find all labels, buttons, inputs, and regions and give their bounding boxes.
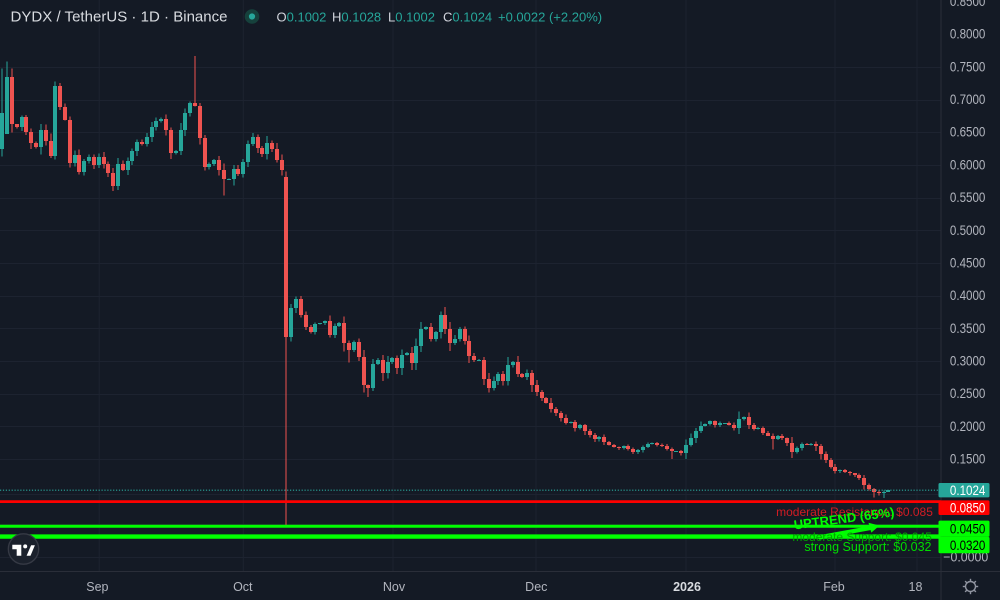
svg-text:0.6500: 0.6500 bbox=[950, 125, 986, 140]
svg-text:18: 18 bbox=[909, 580, 923, 594]
svg-text:0.4500: 0.4500 bbox=[950, 255, 986, 270]
svg-text:H0.1028: H0.1028 bbox=[332, 10, 381, 25]
svg-text:0.8500: 0.8500 bbox=[950, 0, 986, 9]
svg-text:0.1024: 0.1024 bbox=[950, 483, 986, 498]
svg-text:O0.1002: O0.1002 bbox=[277, 10, 327, 25]
svg-text:0.3000: 0.3000 bbox=[950, 354, 986, 369]
svg-text:Dec: Dec bbox=[525, 580, 547, 594]
svg-text:0.2500: 0.2500 bbox=[950, 386, 986, 401]
svg-text:0.7500: 0.7500 bbox=[950, 59, 986, 74]
svg-text:Feb: Feb bbox=[823, 580, 845, 594]
svg-text:2026: 2026 bbox=[673, 580, 701, 594]
svg-text:0.5500: 0.5500 bbox=[950, 190, 986, 205]
svg-text:Sep: Sep bbox=[86, 580, 108, 594]
svg-text:0.6000: 0.6000 bbox=[950, 157, 986, 172]
svg-text:0.0320: 0.0320 bbox=[950, 538, 986, 553]
svg-text:0.8000: 0.8000 bbox=[950, 27, 986, 42]
svg-text:DYDX / TetherUS · 1D · Binance: DYDX / TetherUS · 1D · Binance bbox=[11, 9, 228, 26]
svg-text:0.5000: 0.5000 bbox=[950, 223, 986, 238]
svg-text:Oct: Oct bbox=[233, 580, 253, 594]
svg-text:strong Support: $0.032: strong Support: $0.032 bbox=[804, 540, 931, 554]
svg-text:C0.1024: C0.1024 bbox=[443, 10, 492, 25]
svg-text:+0.0022 (+2.20%): +0.0022 (+2.20%) bbox=[498, 10, 602, 25]
svg-text:0.0850: 0.0850 bbox=[950, 501, 986, 516]
svg-text:L0.1002: L0.1002 bbox=[388, 10, 435, 25]
svg-text:0.2000: 0.2000 bbox=[950, 419, 986, 434]
svg-text:moderate Resistance: $0.085: moderate Resistance: $0.085 bbox=[776, 505, 933, 519]
svg-text:Nov: Nov bbox=[383, 580, 406, 594]
svg-text:0.4000: 0.4000 bbox=[950, 288, 986, 303]
svg-text:moderate Support: $0.045: moderate Support: $0.045 bbox=[792, 530, 932, 544]
svg-text:0.7000: 0.7000 bbox=[950, 92, 986, 107]
svg-text:0.1500: 0.1500 bbox=[950, 452, 986, 467]
svg-text:0.3500: 0.3500 bbox=[950, 321, 986, 336]
svg-text:0.0450: 0.0450 bbox=[950, 522, 986, 537]
